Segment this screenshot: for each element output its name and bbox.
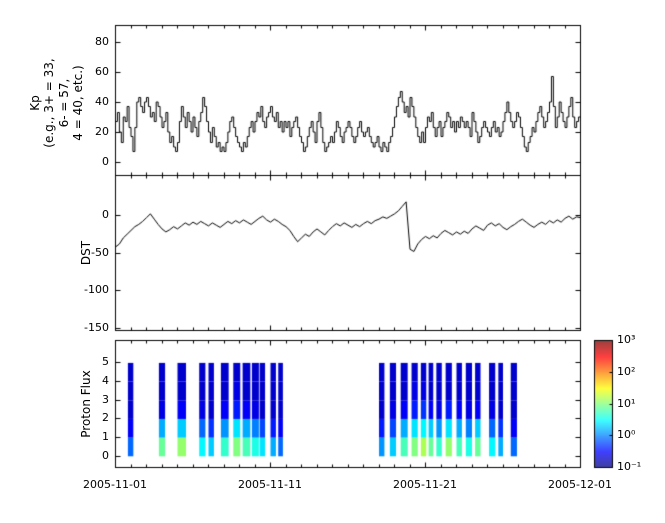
y-tick-label: 20 xyxy=(95,125,109,138)
y-tick-label: 80 xyxy=(95,35,109,48)
y-tick-label: 4 xyxy=(102,374,109,387)
x-tick-label: 2005-12-01 xyxy=(548,478,612,491)
y-tick-label: 60 xyxy=(95,65,109,78)
x-tick-label: 2005-11-01 xyxy=(83,478,147,491)
y-tick-label: 2 xyxy=(102,411,109,424)
y-tick-label: 0 xyxy=(102,449,109,462)
x-tick-label: 2005-11-21 xyxy=(393,478,457,491)
colorbar-tick-label: 10⁻¹ xyxy=(617,460,642,473)
y-tick-label: 0 xyxy=(102,155,109,168)
colorbar-tick-label: 10⁰ xyxy=(617,428,636,441)
y-tick-label: 0 xyxy=(102,208,109,221)
y-tick-label: -50 xyxy=(91,246,109,259)
y-tick-label: -100 xyxy=(84,283,109,296)
y-tick-label: 3 xyxy=(102,393,109,406)
colorbar-tick-label: 10³ xyxy=(617,333,636,346)
colorbar-tick-label: 10¹ xyxy=(617,397,636,410)
colorbar-tick-label: 10² xyxy=(617,365,636,378)
y-tick-label: 40 xyxy=(95,95,109,108)
y-tick-label: 5 xyxy=(102,355,109,368)
x-tick-label: 2005-11-11 xyxy=(238,478,302,491)
y-tick-label: -150 xyxy=(84,321,109,334)
y-tick-label: 1 xyxy=(102,430,109,443)
